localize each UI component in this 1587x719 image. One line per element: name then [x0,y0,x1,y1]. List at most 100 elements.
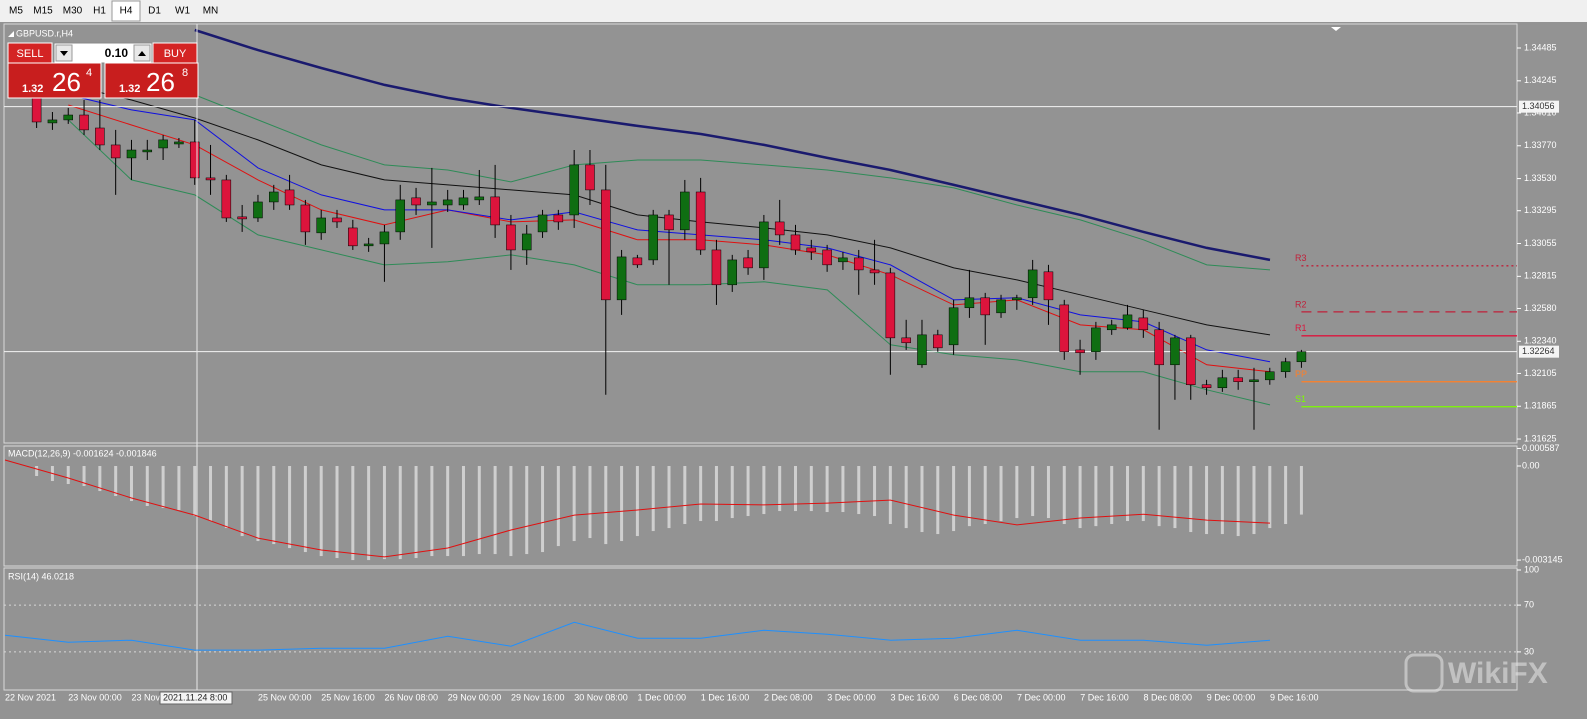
macd-bar [446,466,450,557]
x-tick-label: 23 Nov 00:00 [68,692,122,702]
candle-body [205,177,216,181]
timeframe-button[interactable] [111,0,141,22]
macd-bar [936,466,940,535]
candle-body [300,204,311,233]
main-window [3,23,1518,444]
candle-body [1043,271,1054,301]
pivot-label: R2 [1295,299,1307,309]
y-tick-label: 1.33055 [1524,238,1557,248]
macd-bar [193,466,197,517]
y-tick-label: 1.32340 [1524,336,1557,346]
ask-big: 1.32 [119,83,140,95]
candle-body [332,217,342,223]
macd-bar [1284,466,1288,525]
candle-body [680,191,690,231]
timeframe-button[interactable] [28,0,58,22]
moving-average [194,94,1271,271]
timeframe-button[interactable] [168,0,197,22]
x-tick-label: 8 Dec 08:00 [1144,692,1193,702]
macd-window [3,445,1518,567]
candle-body [774,221,785,236]
y-tick-label: 70 [1524,599,1534,609]
bid-point: 4 [86,67,92,79]
macd-bar [1031,466,1035,517]
candle-body [189,141,200,179]
timeframe-button[interactable] [3,0,29,22]
macd-bar [1157,466,1161,527]
candle-body [790,234,801,251]
macd-bar [288,466,292,549]
macd-bar [1189,466,1193,533]
macd-bar [525,466,529,555]
candle-body [458,197,469,206]
buy-label: BUY [164,48,187,60]
candle-body [1280,361,1291,373]
macd-bar [209,466,213,522]
macd-bar [145,466,149,507]
macd-bar [556,466,560,547]
candle-body [174,141,184,145]
candle-body [506,224,516,251]
macd-bar [224,466,228,529]
candle-body [269,191,279,203]
candle-body [917,334,927,366]
timeframe-button[interactable] [196,0,225,22]
candle-body [1186,337,1196,386]
candle-body [79,114,89,131]
ask-box[interactable] [104,62,199,99]
candle-body [142,149,153,153]
candle-body [474,196,485,201]
ask-point: 8 [182,67,188,79]
macd-bar [873,466,877,517]
lot-input[interactable] [53,42,153,64]
chart-layer: 1.344851.342451.340101.337701.335301.332… [4,24,1563,705]
x-tick-label: 3 Dec 16:00 [891,692,940,702]
macd-bar [888,466,892,525]
bid-pips: 26 [52,67,81,97]
macd-bar [272,466,276,545]
x-tick-label: 7 Dec 16:00 [1080,692,1129,702]
macd-bar [983,466,987,525]
macd-bar [999,466,1003,522]
macd-bar [1299,466,1303,515]
candle-body [869,269,880,274]
x-tick-label: 29 Nov 16:00 [511,692,565,702]
bid-big: 1.32 [22,83,43,95]
candle-body [253,201,263,219]
x-tick-label: 9 Dec 00:00 [1207,692,1256,702]
sell-label: SELL [17,48,44,60]
candle-body [521,233,532,251]
candle-body [853,257,864,271]
candle-body [948,307,959,346]
timeframe-label: M15 [33,6,53,17]
x-tick-label: 7 Dec 00:00 [1017,692,1066,702]
macd-bar [398,466,402,560]
candle-body [1170,337,1180,366]
y-tick-label: 1.32580 [1524,303,1557,313]
up-icon [138,51,146,56]
timeframe-button[interactable] [87,0,112,22]
pivot-label: S1 [1295,394,1306,404]
macd-bar [477,466,481,555]
candle-body [695,191,706,251]
macd-bar [319,466,323,557]
pivot-label: R1 [1295,323,1307,333]
x-tick-label: 9 Dec 16:00 [1270,692,1319,702]
macd-bar [177,466,181,511]
macd-bar [1236,466,1240,537]
macd-bar [1268,466,1272,529]
macd-bar [904,466,908,529]
timeframe-button[interactable] [140,0,169,22]
macd-bar [651,466,655,532]
y-tick-label: 1.32105 [1524,368,1557,378]
candle-body [553,214,564,223]
macd-bar [1252,466,1256,535]
y-tick-label: 1.34485 [1524,42,1557,52]
timeframe-button[interactable] [57,0,88,22]
bid-box[interactable] [7,62,102,99]
candle-body [537,214,548,233]
candle-body [237,216,247,220]
candle-body [221,179,232,219]
y-tick-label: 1.34245 [1524,75,1557,85]
